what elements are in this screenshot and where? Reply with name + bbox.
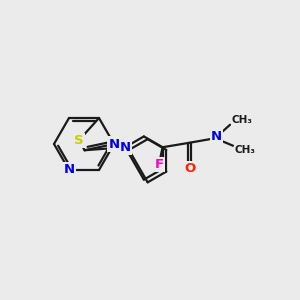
Text: O: O [184, 162, 195, 175]
Text: N: N [211, 130, 222, 143]
Text: S: S [74, 134, 84, 147]
Text: N: N [108, 137, 120, 151]
Text: F: F [155, 158, 164, 171]
Text: N: N [63, 164, 75, 176]
Text: CH₃: CH₃ [232, 115, 253, 125]
Text: CH₃: CH₃ [235, 145, 256, 155]
Text: N: N [120, 141, 131, 154]
